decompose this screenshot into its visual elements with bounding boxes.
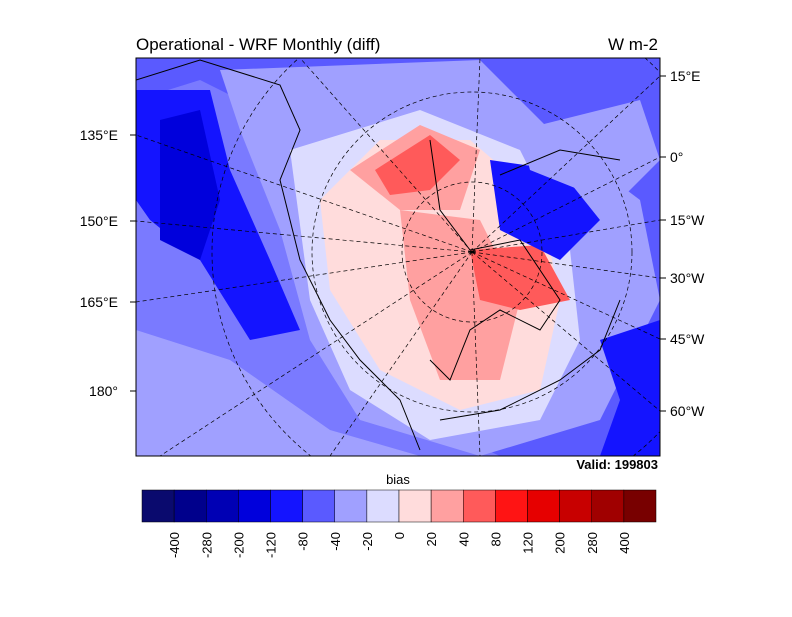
colorbar-label: 400 xyxy=(617,532,632,554)
lon-label: 165°E xyxy=(80,294,118,310)
colorbar-box xyxy=(270,489,303,523)
colorbar-label: 20 xyxy=(424,532,439,546)
colorbar-box xyxy=(334,489,368,523)
colorbar-label: 40 xyxy=(456,532,471,546)
colorbar-label: -20 xyxy=(360,532,375,551)
colorbar-box xyxy=(430,489,464,523)
lon-label: 15°W xyxy=(670,212,705,228)
colorbar-box xyxy=(173,489,207,523)
colorbar-label: 200 xyxy=(553,532,568,554)
lon-label: 0° xyxy=(670,149,683,165)
colorbar-box xyxy=(623,489,657,523)
colorbar-label: 120 xyxy=(521,532,536,554)
colorbar-label: 80 xyxy=(488,532,503,546)
colorbar-box xyxy=(302,489,335,523)
colorbar-box xyxy=(366,489,400,523)
lon-label: 150°E xyxy=(80,213,118,229)
lon-label: 135°E xyxy=(80,127,118,143)
colorbar-box xyxy=(238,489,271,523)
map xyxy=(136,58,660,456)
title: Operational - WRF Monthly (diff) xyxy=(136,35,380,54)
colorbar-box xyxy=(141,489,175,523)
colorbar-label: -120 xyxy=(264,532,279,558)
lon-label: 30°W xyxy=(670,270,705,286)
lon-label: 180° xyxy=(89,383,118,399)
colorbar-label: 280 xyxy=(585,532,600,554)
colorbar-label: 0 xyxy=(392,532,407,539)
colorbar-box xyxy=(463,489,496,523)
lon-label: 15°E xyxy=(670,68,701,84)
colorbar-box xyxy=(559,489,592,523)
colorbar-box xyxy=(206,489,239,523)
lon-label: 60°W xyxy=(670,403,705,419)
colorbar-label: -40 xyxy=(328,532,343,551)
colorbar-box xyxy=(527,489,560,523)
colorbar-box xyxy=(495,489,528,523)
colorbar-label: -400 xyxy=(167,532,182,558)
colorbar-box xyxy=(591,489,625,523)
colorbar-label: -200 xyxy=(231,532,246,558)
units: W m-2 xyxy=(608,35,658,54)
lon-label: 45°W xyxy=(670,331,705,347)
colorbar-label: -280 xyxy=(199,532,214,558)
colorbar-title: bias xyxy=(386,472,410,487)
colorbar-box xyxy=(398,489,432,523)
map-frame xyxy=(135,57,661,457)
colorbar-label: -80 xyxy=(296,532,311,551)
valid-date: Valid: 199803 xyxy=(576,457,658,472)
